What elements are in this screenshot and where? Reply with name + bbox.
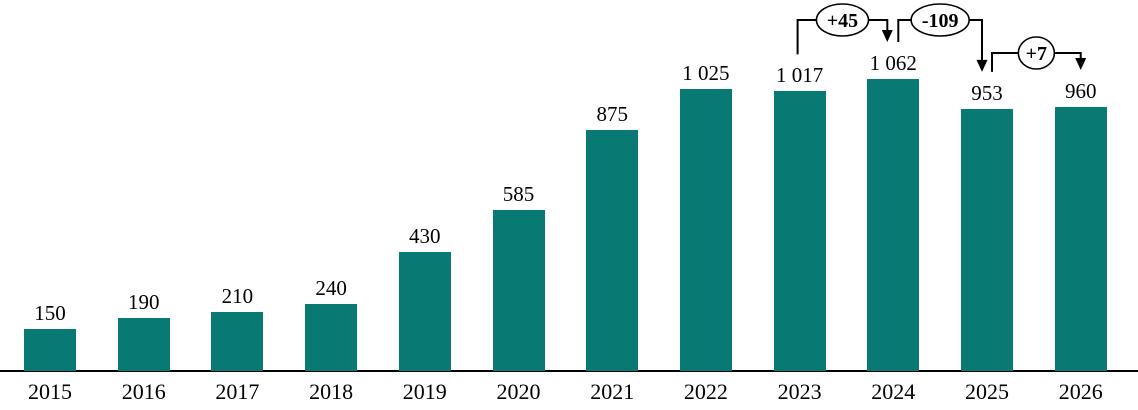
bar-2019 [398, 252, 451, 371]
annotation-connector [991, 52, 1082, 72]
bar-2023 [773, 91, 826, 371]
x-axis-label-2018: 2018 [309, 379, 354, 404]
x-axis-label-2016: 2016 [121, 379, 166, 404]
bar-2016 [117, 317, 170, 371]
bar-value-label-2026: 960 [1064, 78, 1097, 103]
bar-2017 [211, 312, 264, 371]
x-axis-label-2019: 2019 [402, 379, 447, 404]
annotation-bubble [1017, 36, 1056, 70]
bar-value-label-2020: 585 [502, 181, 535, 206]
x-axis-label-2024: 2024 [871, 379, 916, 404]
arrow-down-icon [881, 30, 893, 43]
x-axis-label-2023: 2023 [777, 379, 822, 404]
x-axis-label-2025: 2025 [965, 379, 1009, 404]
annotation-delta-label: -109 [922, 10, 959, 32]
x-axis-label-2017: 2017 [215, 379, 260, 404]
bar-2024 [867, 79, 920, 371]
bar-value-label-2022: 1 025 [682, 61, 730, 86]
annotation-bubble [910, 3, 970, 37]
x-axis-line [0, 370, 1138, 372]
x-axis-label-2020: 2020 [496, 379, 541, 404]
annotation-2024: +45 [796, 3, 893, 55]
bar-value-label-2025: 953 [971, 80, 1003, 105]
x-axis-label-2022: 2022 [683, 379, 728, 404]
bar-2020 [492, 209, 545, 371]
bar-value-label-2023: 1 017 [775, 63, 824, 88]
bar-value-label-2016: 190 [127, 289, 160, 314]
annotation-delta-label: +7 [1026, 43, 1047, 65]
x-axis-label-2015: 2015 [28, 379, 72, 404]
bar-value-label-2019: 430 [409, 224, 441, 249]
bar-2021 [586, 130, 639, 371]
bar-value-label-2015: 150 [34, 300, 66, 325]
x-axis-label-2026: 2026 [1058, 379, 1103, 404]
bar-value-label-2018: 240 [315, 276, 347, 301]
bar-value-label-2024: 1 062 [869, 51, 917, 75]
bar-2025 [961, 108, 1013, 371]
annotation-2026: +7 [991, 36, 1087, 72]
annotation-delta-label: +45 [827, 10, 858, 32]
bar-2018 [305, 304, 358, 371]
arrow-down-icon [1075, 57, 1087, 70]
bar-2022 [679, 89, 732, 371]
annotation-bubble [815, 3, 870, 37]
bar-value-label-2017: 210 [221, 284, 254, 309]
bar-2015 [24, 328, 76, 371]
x-axis-label-2021: 2021 [590, 379, 635, 404]
arrow-down-icon [976, 59, 988, 72]
bar-value-label-2021: 875 [596, 102, 628, 127]
bar-2026 [1054, 106, 1107, 371]
